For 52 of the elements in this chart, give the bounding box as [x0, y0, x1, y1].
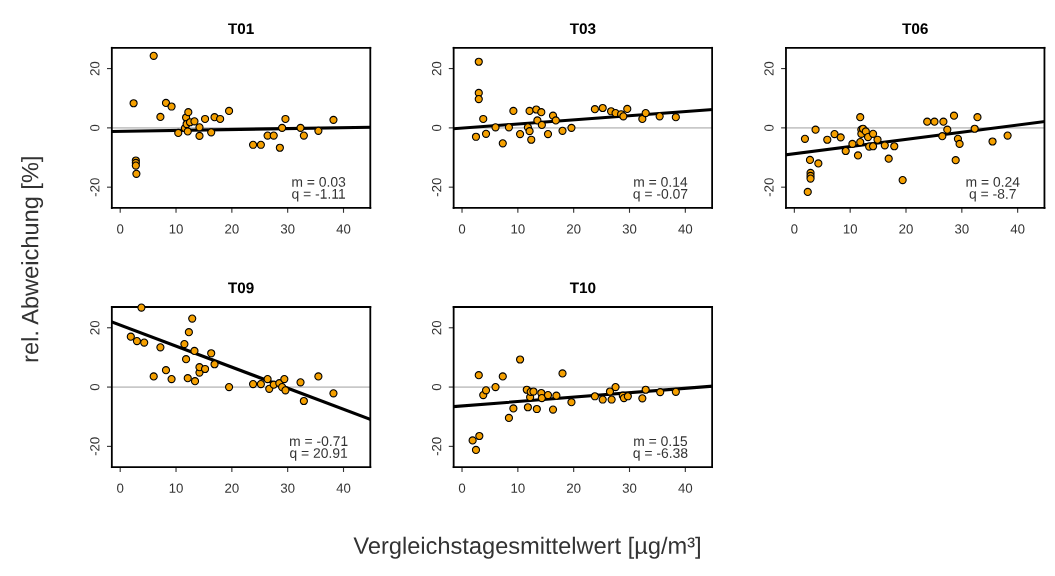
y-tick-label: 0	[431, 124, 442, 132]
annotation: m = 0.03 q = -1.11	[292, 177, 346, 202]
chart-title: T09	[228, 282, 254, 294]
y-axis-title: rel. Abweichung [%]	[21, 157, 44, 362]
y-tick-label: 20	[431, 61, 442, 76]
x-tick-label: 0	[791, 224, 798, 234]
x-tick-label: 20	[899, 224, 913, 234]
chart-title: T03	[569, 23, 596, 35]
y-tick-label: 0	[90, 124, 100, 132]
x-axis-title: Vergleichstagesmittelwert [µg/m³]	[353, 536, 700, 559]
x-tick-label: 30	[622, 224, 637, 234]
y-tick-label: 0	[90, 383, 100, 391]
chart-title: T06	[902, 23, 928, 35]
x-tick-label: 30	[954, 224, 969, 234]
x-tick-label: 0	[458, 224, 466, 234]
x-tick-label: 0	[458, 483, 466, 493]
x-tick-label: 10	[169, 224, 183, 234]
x-tick-label: 40	[678, 483, 693, 493]
x-tick-label: 10	[169, 483, 183, 493]
y-tick-label: 20	[431, 320, 442, 335]
annotation: m = 0.24 q = -8.7	[966, 177, 1020, 202]
chart-title: T01	[228, 23, 254, 35]
x-tick-label: 40	[678, 224, 693, 234]
x-tick-label: 20	[567, 483, 581, 493]
y-tick-label: -20	[764, 178, 774, 197]
x-tick-label: 10	[511, 224, 525, 234]
y-tick-label: -20	[90, 178, 100, 197]
x-tick-label: 10	[843, 224, 857, 234]
y-tick-label: -20	[90, 437, 100, 456]
x-tick-label: 0	[117, 224, 124, 234]
y-tick-label: -20	[431, 437, 442, 456]
x-tick-label: 10	[511, 483, 525, 493]
x-tick-label: 20	[225, 483, 239, 493]
x-tick-label: 40	[336, 224, 351, 234]
chart-title: T10	[569, 282, 596, 294]
x-tick-label: 20	[225, 224, 239, 234]
y-tick-label: -20	[431, 178, 442, 197]
y-tick-label: 20	[764, 61, 774, 76]
x-tick-label: 30	[280, 224, 295, 234]
x-tick-label: 30	[280, 483, 295, 493]
x-tick-label: 40	[1010, 224, 1025, 234]
annotation: m = 0.14 q = -0.07	[633, 177, 688, 202]
x-tick-label: 20	[567, 224, 581, 234]
x-tick-label: 0	[117, 483, 124, 493]
y-tick-label: 0	[764, 124, 774, 132]
y-tick-label: 0	[431, 383, 442, 391]
x-tick-label: 40	[336, 483, 351, 493]
y-tick-label: 20	[90, 320, 100, 335]
annotation: m = 0.15 q = -6.38	[633, 436, 688, 461]
y-tick-label: 20	[90, 61, 100, 76]
annotation: m = -0.71 q = 20.91	[290, 436, 348, 461]
x-tick-label: 30	[622, 483, 637, 493]
